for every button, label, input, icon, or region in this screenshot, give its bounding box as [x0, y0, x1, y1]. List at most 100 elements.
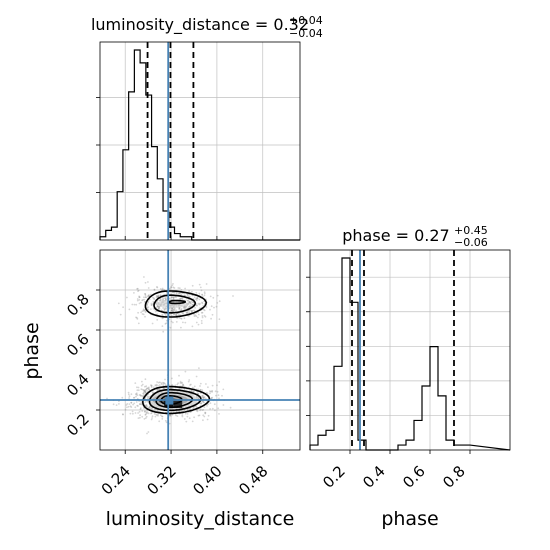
- joint-sample-point: [146, 390, 149, 392]
- joint-sample-point: [196, 297, 198, 300]
- joint-sample-point: [164, 308, 166, 311]
- joint-sample-point: [136, 288, 139, 290]
- phase-x-tick-label-1: 0.4: [359, 462, 389, 492]
- joint-sample-point: [218, 300, 221, 303]
- joint-sample-point: [136, 404, 139, 407]
- joint-sample-point: [145, 385, 148, 388]
- phase-title-plus: +0.45: [454, 224, 488, 237]
- joint-sample-point: [144, 413, 147, 416]
- joint-sample-point: [204, 411, 207, 414]
- joint-sample-point: [165, 298, 167, 301]
- joint-sample-point: [170, 296, 173, 299]
- joint-sample-point: [126, 296, 128, 299]
- joint-sample-point: [172, 308, 174, 310]
- joint-sample-point: [207, 403, 210, 405]
- joint-sample-point: [153, 289, 156, 291]
- joint-sample-point: [165, 319, 168, 322]
- joint-sample-point: [162, 384, 165, 387]
- joint-sample-point: [187, 295, 190, 298]
- joint-sample-point: [158, 306, 161, 308]
- joint-sample-point: [199, 389, 202, 391]
- joint-sample-point: [157, 306, 159, 308]
- joint-sample-point: [137, 311, 140, 314]
- joint-sample-point: [196, 298, 198, 300]
- joint-sample-point: [127, 405, 130, 408]
- joint-sample-point: [140, 403, 143, 406]
- joint-sample-point: [128, 308, 131, 311]
- joint-sample-point: [158, 381, 161, 384]
- joint-sample-point: [143, 296, 145, 299]
- joint-sample-point: [138, 296, 141, 299]
- joint-sample-point: [175, 314, 178, 316]
- joint-sample-point: [151, 322, 154, 325]
- joint-sample-point: [200, 311, 203, 314]
- panel-luminosity-marginal: luminosity_distance = 0.32 +0.04 −0.04: [91, 14, 323, 241]
- joint-sample-point: [119, 313, 122, 316]
- joint-sample-point: [145, 388, 148, 391]
- joint-sample-point: [162, 381, 164, 384]
- joint-sample-point: [188, 300, 191, 303]
- joint-sample-point: [155, 294, 158, 297]
- panel-phase-marginal: 0.2 0.4 0.6 0.8 phase = 0.27 +0.45 −0.06 ph…: [306, 224, 511, 530]
- joint-sample-point: [191, 303, 194, 306]
- joint-sample-point: [182, 384, 185, 386]
- joint-sample-point: [141, 388, 144, 391]
- joint-sample-point: [156, 319, 159, 321]
- joint-sample-point: [129, 412, 132, 415]
- joint-sample-point: [217, 407, 220, 410]
- joint-sample-point: [201, 395, 204, 397]
- joint-sample-point: [185, 311, 188, 313]
- joint-sample-point: [150, 302, 153, 305]
- joint-sample-point: [137, 386, 140, 389]
- joint-sample-point: [146, 304, 149, 307]
- joint-sample-point: [139, 408, 142, 411]
- joint-sample-point: [201, 394, 204, 397]
- joint-sample-point: [144, 414, 147, 416]
- joint-sample-point: [195, 321, 198, 324]
- joint-sample-point: [196, 297, 199, 299]
- joint-sample-point: [144, 310, 147, 312]
- joint-sample-point: [168, 298, 171, 300]
- joint-sample-point: [121, 396, 124, 399]
- joint-sample-point: [144, 417, 147, 419]
- joint-sample-point: [176, 317, 179, 319]
- joint-sample-point: [201, 301, 203, 304]
- joint-sample-point: [180, 309, 183, 311]
- joint-sample-point: [177, 410, 180, 413]
- joint-sample-point: [132, 412, 134, 415]
- joint-sample-point: [171, 296, 174, 298]
- phase-histogram-step: [309, 257, 511, 451]
- joint-sample-point: [210, 390, 212, 393]
- joint-sample-point: [178, 387, 181, 390]
- joint-sample-point: [205, 391, 208, 394]
- joint-sample-point: [144, 315, 146, 318]
- joint-sample-point: [198, 298, 201, 301]
- joint-sample-point: [178, 298, 181, 301]
- joint-sample-point: [172, 283, 174, 285]
- joint-sample-point: [133, 292, 135, 294]
- joint-sample-point: [137, 289, 140, 292]
- joint-sample-point: [200, 322, 203, 325]
- joint-sample-point: [135, 316, 137, 319]
- joint-sample-point: [164, 384, 167, 386]
- joint-sample-point: [150, 303, 153, 306]
- joint-sample-point: [221, 394, 223, 397]
- joint-sample-point: [150, 418, 153, 421]
- joint-sample-point: [197, 396, 200, 399]
- phase-x-axis-label: phase: [381, 508, 438, 530]
- joint-y-ticks: 0.2 0.4 0.6 0.8: [63, 289, 100, 440]
- joint-sample-point: [183, 306, 186, 309]
- joint-sample-point: [183, 418, 186, 420]
- joint-sample-point: [158, 307, 161, 310]
- joint-sample-point: [201, 302, 204, 305]
- joint-sample-point: [138, 403, 141, 406]
- lum-marginal-grid: [100, 42, 300, 240]
- joint-sample-point: [189, 295, 191, 298]
- joint-sample-point: [171, 309, 173, 312]
- joint-sample-point: [175, 313, 178, 316]
- joint-sample-point: [201, 315, 204, 317]
- joint-sample-point: [188, 301, 191, 304]
- joint-sample-point: [206, 418, 209, 421]
- joint-sample-point: [171, 308, 174, 311]
- joint-sample-point: [139, 394, 141, 396]
